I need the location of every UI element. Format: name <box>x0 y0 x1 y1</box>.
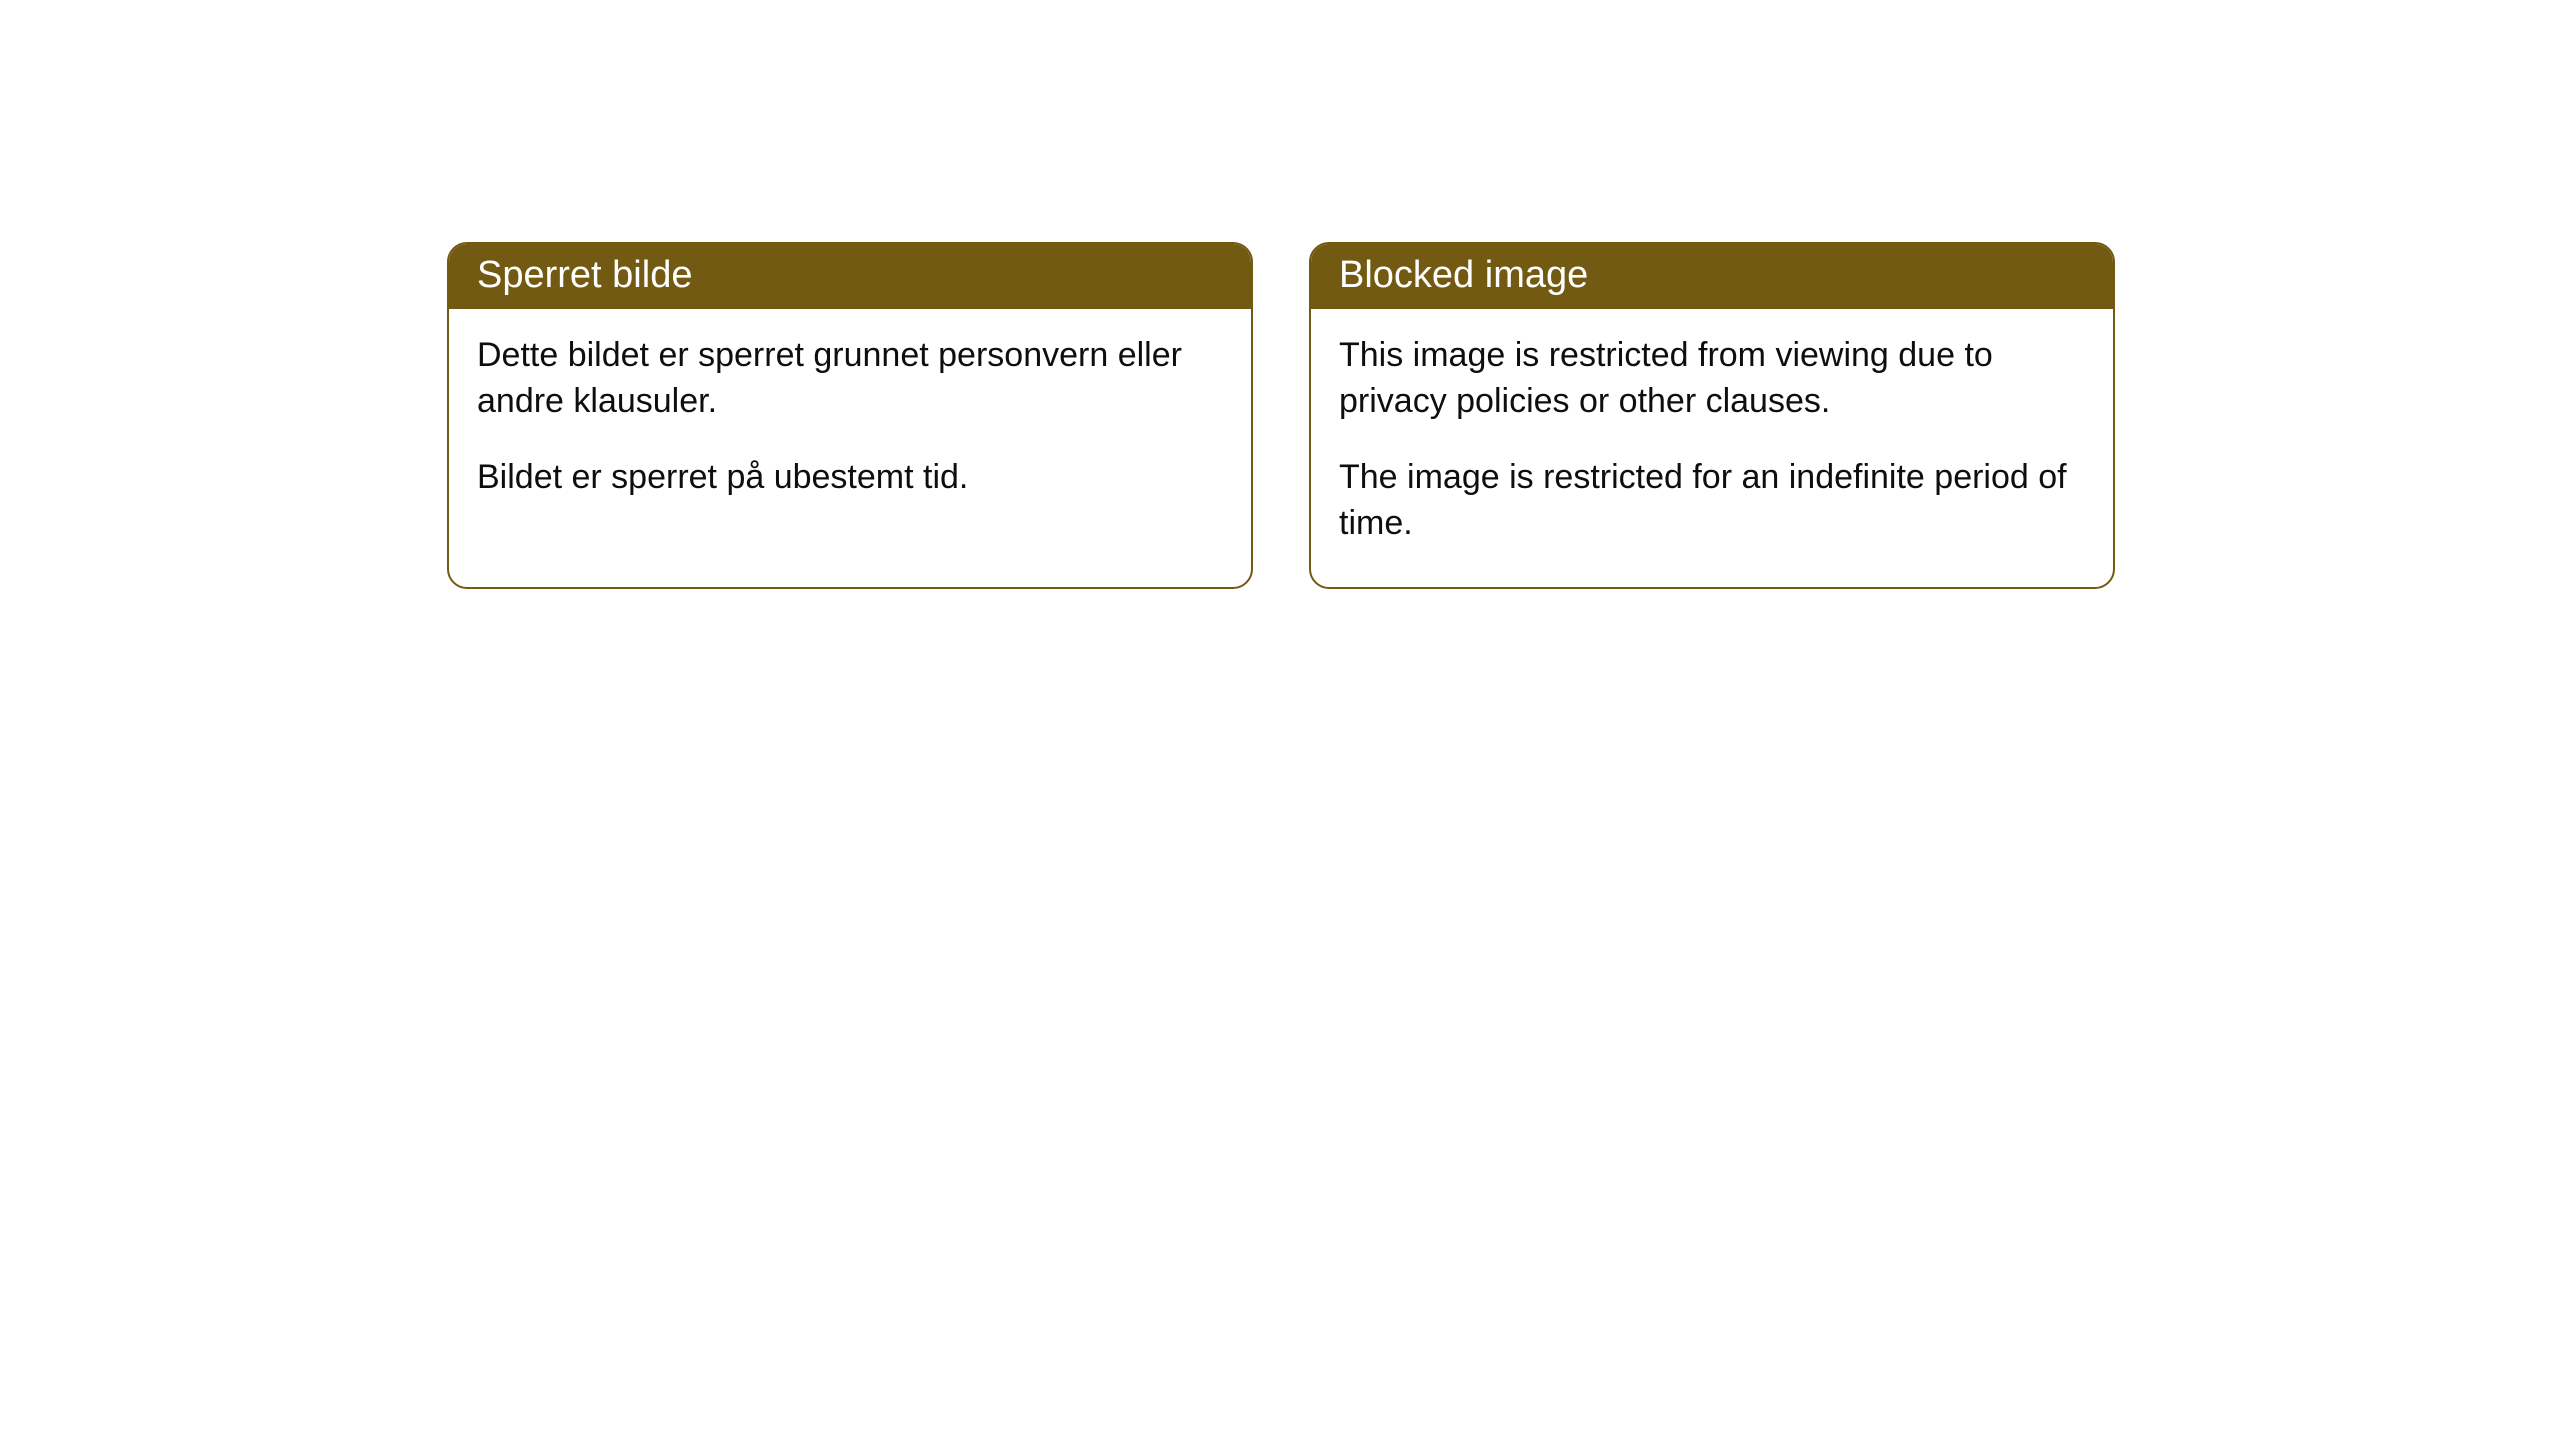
card-title: Blocked image <box>1339 254 1588 296</box>
card-title: Sperret bilde <box>477 254 692 296</box>
card-header: Sperret bilde <box>449 244 1251 309</box>
card-paragraph: This image is restricted from viewing du… <box>1339 333 2085 425</box>
card-header: Blocked image <box>1311 244 2113 309</box>
card-paragraph: The image is restricted for an indefinit… <box>1339 455 2085 547</box>
notice-card-english: Blocked image This image is restricted f… <box>1309 242 2115 589</box>
notice-container: Sperret bilde Dette bildet er sperret gr… <box>0 0 2560 589</box>
card-body: This image is restricted from viewing du… <box>1311 309 2113 587</box>
card-body: Dette bildet er sperret grunnet personve… <box>449 309 1251 541</box>
notice-card-norwegian: Sperret bilde Dette bildet er sperret gr… <box>447 242 1253 589</box>
card-paragraph: Bildet er sperret på ubestemt tid. <box>477 455 1223 501</box>
card-paragraph: Dette bildet er sperret grunnet personve… <box>477 333 1223 425</box>
